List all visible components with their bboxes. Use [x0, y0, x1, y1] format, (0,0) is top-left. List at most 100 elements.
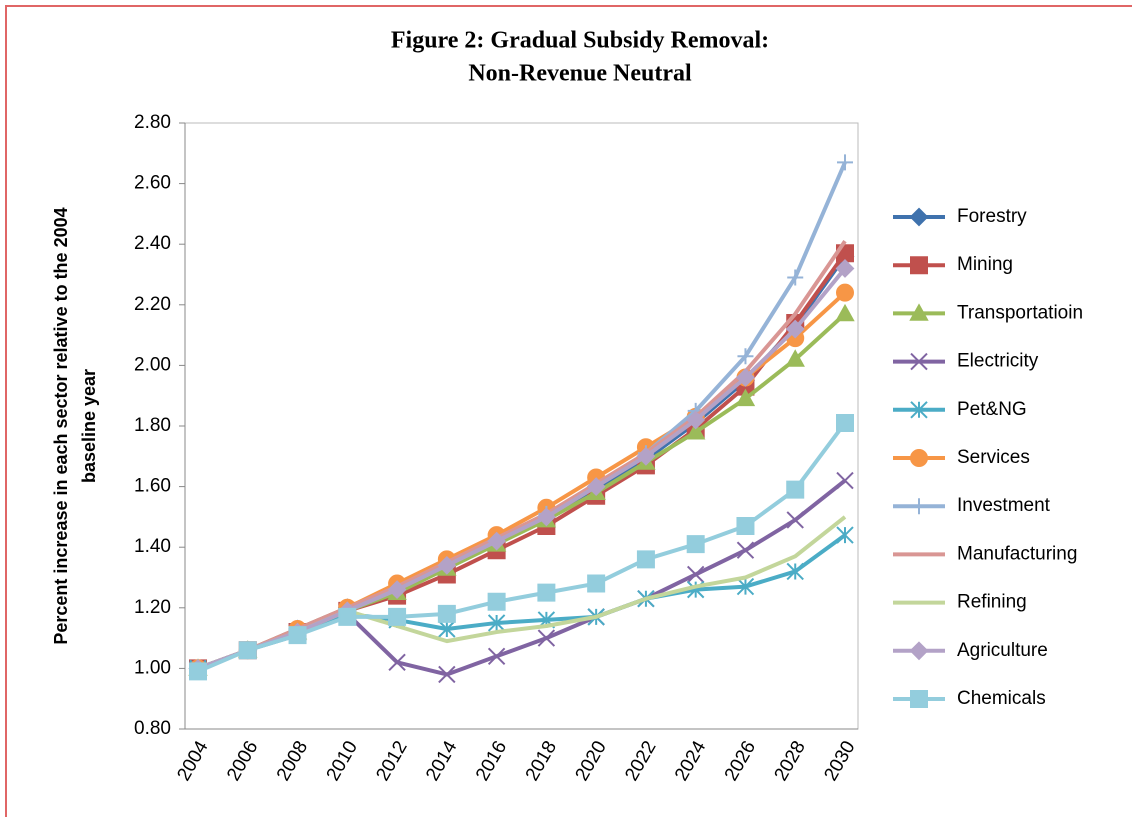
y-tick-label: 1.00: [134, 657, 171, 678]
x-tick-label: 2008: [273, 738, 312, 785]
legend-marker: [910, 256, 928, 275]
point: [836, 471, 854, 490]
x-tick-label: 2020: [572, 738, 611, 785]
chart-title: Figure 2: Gradual Subsidy Removal:: [391, 28, 769, 54]
point: [686, 410, 706, 430]
point: [835, 303, 855, 322]
legend-marker: [910, 401, 928, 419]
y-tick-label: 2.00: [134, 354, 171, 375]
x-tick-label: 2006: [223, 738, 262, 785]
legend-label: Mining: [957, 254, 1013, 275]
point: [786, 562, 804, 581]
point: [338, 607, 357, 626]
y-tick-label: 1.60: [134, 476, 171, 497]
y-tick-label: 2.40: [134, 233, 171, 254]
point: [735, 388, 756, 407]
x-tick-label: 2010: [323, 738, 362, 785]
point: [685, 422, 706, 440]
point: [785, 319, 805, 339]
point: [835, 259, 855, 278]
point: [437, 604, 456, 623]
point: [836, 413, 854, 432]
x-tick-label: 2028: [771, 738, 810, 785]
x-tick-label: 2004: [173, 737, 213, 784]
point: [388, 607, 407, 626]
chart-title: Non-Revenue Neutral: [468, 61, 692, 87]
point: [837, 154, 853, 171]
point: [537, 583, 556, 602]
point: [536, 507, 556, 527]
legend-marker: [909, 641, 929, 661]
point: [487, 647, 506, 665]
legend-label: Agriculture: [957, 640, 1048, 661]
legend-label: Investment: [957, 495, 1051, 516]
point: [438, 665, 456, 684]
legend-label: Forestry: [957, 206, 1027, 227]
legend-marker: [911, 498, 927, 515]
legend-label: Electricity: [957, 351, 1039, 372]
legend-marker: [910, 449, 929, 467]
point: [586, 477, 606, 497]
x-tick-label: 2022: [621, 738, 660, 785]
legend-label: Chemicals: [957, 688, 1046, 709]
x-tick-label: 2026: [721, 738, 760, 785]
y-tick-label: 1.40: [134, 536, 171, 557]
point: [487, 592, 506, 611]
x-tick-label: 2014: [422, 737, 462, 784]
point: [288, 626, 307, 645]
y-axis-label: Percent increase in each sector relative…: [51, 207, 71, 644]
point: [636, 550, 655, 569]
line: [197, 161, 847, 671]
point: [786, 480, 805, 499]
line: [197, 252, 847, 671]
y-tick-label: 2.60: [134, 173, 171, 194]
point: [836, 283, 855, 302]
point: [785, 349, 805, 367]
y-tick-label: 2.20: [134, 294, 171, 315]
point: [736, 541, 755, 559]
point: [836, 526, 854, 544]
legend-label: Services: [957, 447, 1030, 468]
point: [686, 535, 705, 554]
point: [388, 653, 406, 672]
x-tick-label: 2024: [671, 737, 711, 784]
legend-label: Transportatioin: [957, 302, 1083, 323]
point: [587, 574, 606, 593]
x-tick-label: 2012: [372, 738, 411, 785]
point: [537, 629, 556, 647]
y-tick-label: 1.20: [134, 597, 171, 618]
point: [787, 269, 804, 286]
point: [487, 614, 506, 632]
frame: [5, 5, 1132, 817]
y-tick-label: 0.80: [134, 718, 171, 739]
legend-marker: [910, 690, 928, 708]
line: [197, 240, 847, 671]
point: [437, 555, 457, 575]
point: [189, 662, 207, 681]
legend-marker: [910, 352, 928, 371]
legend-label: Pet&NG: [957, 399, 1027, 420]
point: [636, 446, 656, 466]
point: [736, 577, 755, 596]
point: [736, 368, 755, 387]
legend-marker: [909, 303, 929, 321]
y-tick-label: 1.80: [134, 415, 171, 436]
x-tick-label: 2018: [522, 738, 561, 785]
point: [438, 620, 456, 638]
legend-label: Refining: [957, 592, 1027, 613]
point: [238, 641, 257, 660]
y-tick-label: 2.80: [134, 112, 171, 133]
point: [786, 511, 804, 529]
legend-label: Manufacturing: [957, 543, 1077, 564]
point: [737, 348, 754, 365]
x-tick-label: 2016: [472, 738, 511, 785]
line: [197, 255, 847, 671]
x-tick-label: 2030: [820, 738, 859, 785]
point: [736, 516, 755, 535]
point: [387, 580, 407, 600]
y-axis-label: baseline year: [79, 369, 99, 483]
point: [487, 531, 507, 551]
legend-marker: [909, 207, 929, 227]
line: [197, 267, 847, 671]
